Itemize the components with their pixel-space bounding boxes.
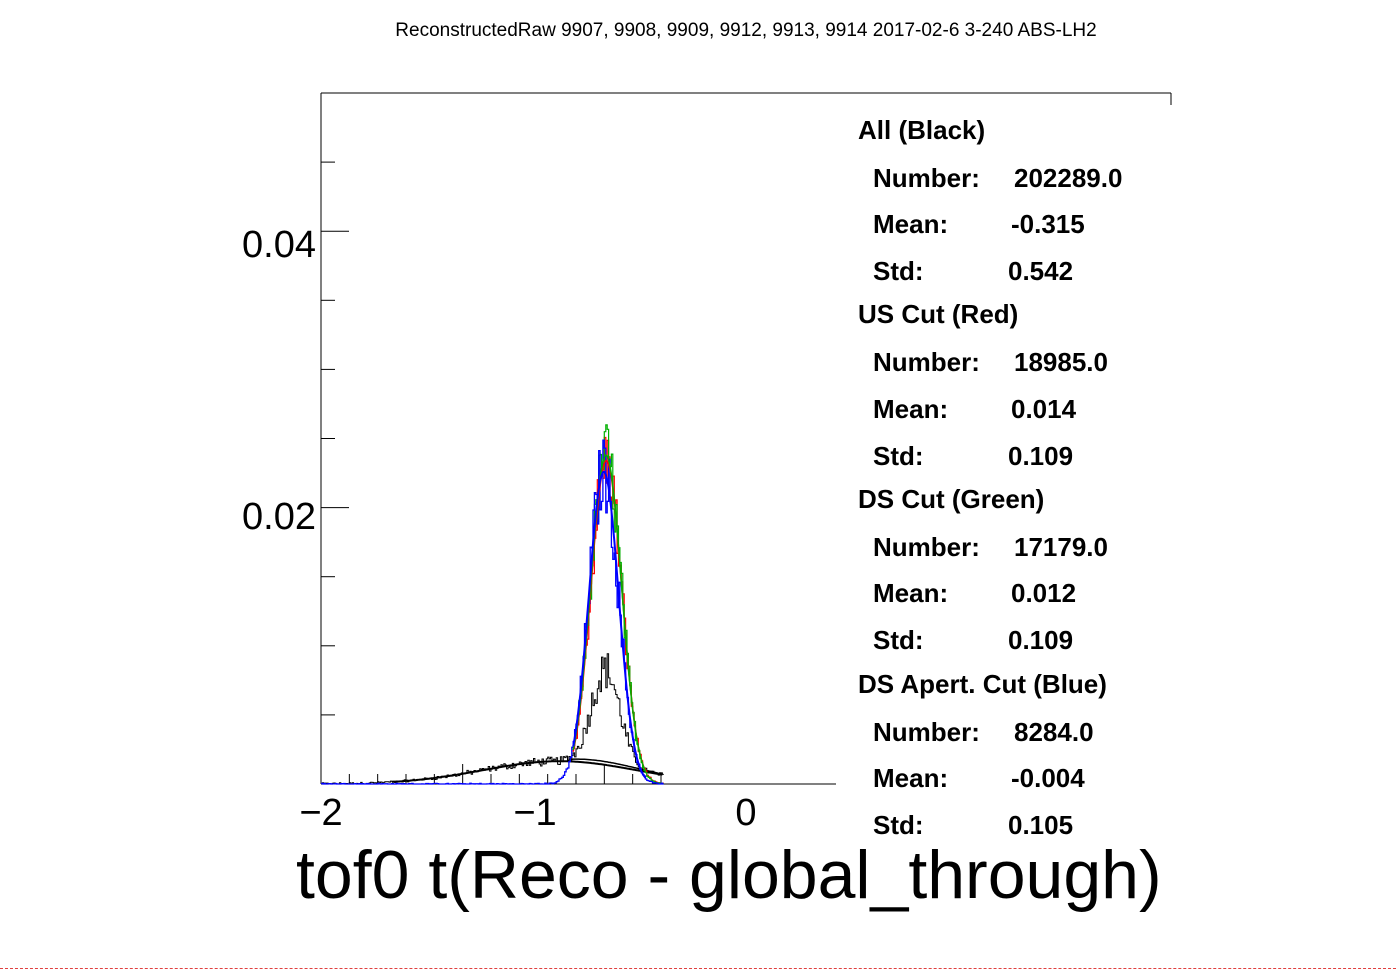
stats-number-value: 8284.0: [1014, 717, 1094, 747]
stats-number-label: Number:: [873, 163, 980, 193]
series-ds-fit: [572, 454, 647, 772]
stats-mean-value: -0.004: [1011, 763, 1085, 793]
y-tick-label: 0.02: [242, 496, 316, 538]
x-axis-label: tof0 t(Reco - global_through): [296, 837, 1162, 913]
x-tick-label: 0: [735, 792, 757, 834]
stats-mean-label: Mean:: [873, 209, 949, 239]
series-ds-apert-histogram: [321, 439, 664, 785]
stats-std-label: Std:: [873, 625, 924, 655]
stats-number-value: 202289.0: [1014, 163, 1123, 193]
stats-std-value: 0.109: [1008, 625, 1074, 655]
stats-number-label: Number:: [873, 532, 980, 562]
y-tick-label: 0.04: [242, 224, 316, 266]
series-ds-apert-fit: [572, 470, 647, 779]
page-border: [0, 968, 1396, 969]
stats-number-label: Number:: [873, 347, 980, 377]
stats-number-value: 18985.0: [1014, 347, 1108, 377]
stats-number-value: 17179.0: [1014, 532, 1108, 562]
stats-std-label: Std:: [873, 441, 924, 471]
stats-std-value: 0.105: [1008, 810, 1074, 840]
series-all-histogram: [321, 653, 664, 785]
x-tick-label: −1: [513, 792, 557, 834]
chart-title: ReconstructedRaw 9907, 9908, 9909, 9912,…: [395, 20, 1097, 41]
x-tick-label: −2: [299, 792, 343, 834]
stats-number-label: Number:: [873, 717, 980, 747]
stats-std-label: Std:: [873, 810, 924, 840]
stats-mean-value: 0.012: [1011, 578, 1077, 608]
stats-mean-label: Mean:: [873, 578, 949, 608]
stats-header-ds-apert: DS Apert. Cut (Blue): [858, 669, 1107, 699]
stats-header-us: US Cut (Red): [858, 299, 1019, 329]
stats-std-value: 0.109: [1008, 441, 1074, 471]
series-all-fit: [391, 760, 663, 783]
stats-mean-label: Mean:: [873, 763, 949, 793]
stats-mean-value: -0.315: [1011, 209, 1085, 239]
stats-mean-label: Mean:: [873, 394, 949, 424]
stats-mean-value: 0.014: [1011, 394, 1077, 424]
stats-std-value: 0.542: [1008, 256, 1074, 286]
stats-header-all: All (Black): [858, 115, 986, 145]
stats-header-ds: DS Cut (Green): [858, 484, 1045, 514]
stats-std-label: Std:: [873, 256, 924, 286]
